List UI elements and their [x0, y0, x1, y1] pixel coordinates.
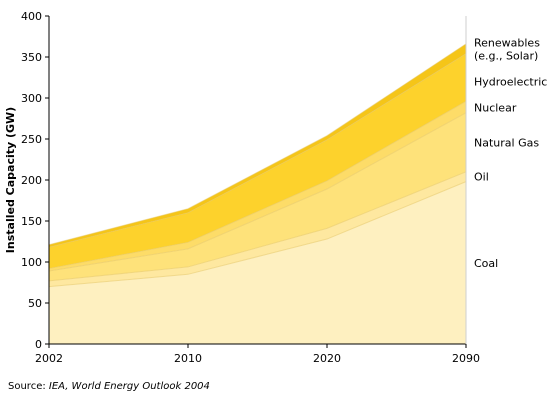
source-prefix: Source: [8, 381, 49, 392]
series-boundary-line [48, 100, 467, 270]
source-note: Source: IEA, World Energy Outlook 2004 [8, 381, 210, 392]
series-boundary-line [48, 112, 467, 272]
legend-label-oil: Oil [474, 171, 489, 184]
y-axis-label: Installed Capacity (GW) [4, 107, 17, 253]
y-tick-label: 50 [28, 297, 42, 310]
y-tick-label: 200 [21, 174, 42, 187]
y-tick-label: 350 [21, 51, 42, 64]
area-coal [49, 181, 466, 344]
series-boundary-line [48, 171, 467, 282]
area-layers [48, 43, 467, 344]
legend-label-natural-gas: Natural Gas [474, 136, 539, 149]
y-tick-label: 300 [21, 92, 42, 105]
x-tick-label: 2010 [174, 352, 202, 365]
y-tick-label: 150 [21, 215, 42, 228]
series-boundary-line [48, 53, 467, 248]
y-tick-label: 400 [21, 10, 42, 23]
legend-label-hydroelectric: Hydroelectric [474, 75, 547, 88]
x-axis-ticks: 2002 2010 2020 2090 [35, 344, 480, 365]
x-tick-label: 2090 [452, 352, 480, 365]
legend: Coal Oil Natural Gas Nuclear Hydroelectric Re… [474, 36, 547, 270]
y-tick-label: 0 [35, 338, 42, 351]
source-citation: IEA, World Energy Outlook 2004 [48, 381, 210, 392]
legend-label-nuclear: Nuclear [474, 101, 517, 114]
area-hydroelectric [49, 53, 466, 269]
x-tick-label: 2020 [313, 352, 341, 365]
legend-label-coal: Coal [474, 257, 498, 270]
legend-label-renewables: Renewables (e.g., Solar) [474, 36, 540, 62]
y-tick-label: 100 [21, 256, 42, 269]
y-axis-ticks: 0 50 100 150 200 250 300 350 400 [21, 10, 49, 351]
series-boundary-line [48, 181, 467, 288]
y-tick-label: 250 [21, 133, 42, 146]
x-tick-label: 2002 [35, 352, 63, 365]
series-boundary-line [48, 43, 467, 246]
